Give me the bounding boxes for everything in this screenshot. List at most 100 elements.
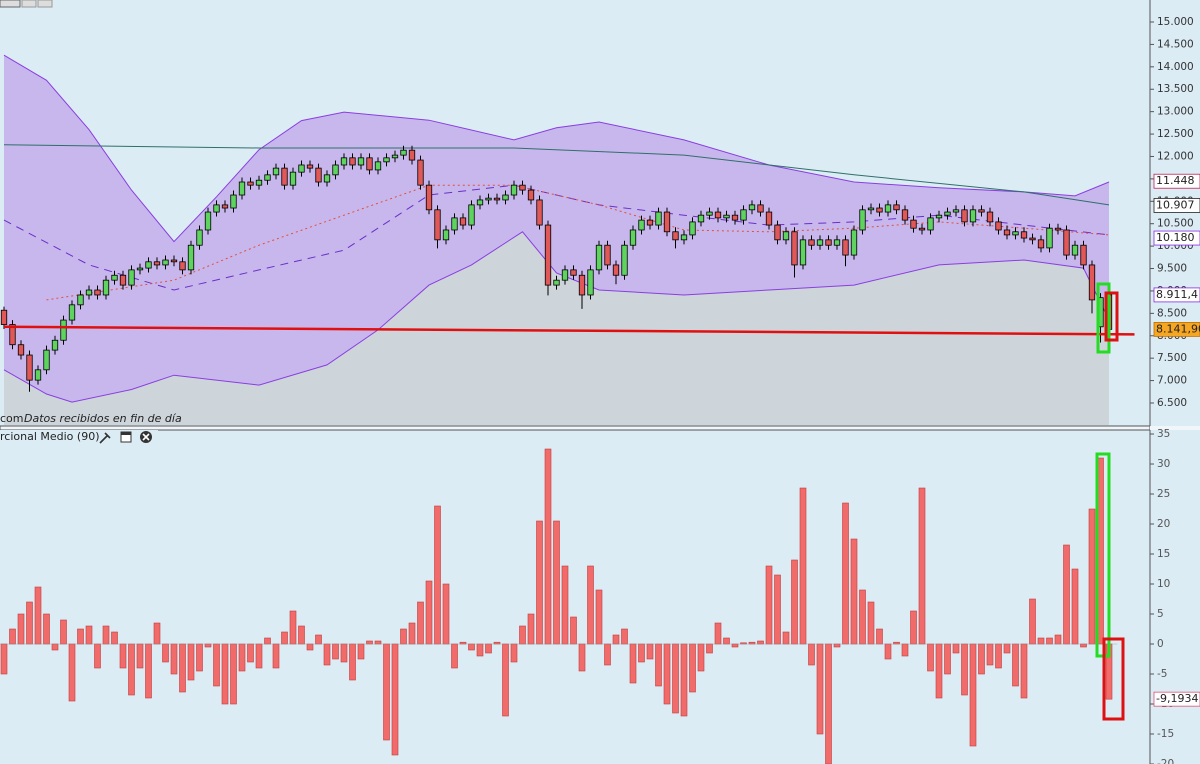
candle-body [604,244,611,266]
bar [570,616,577,645]
candle-body [119,274,127,286]
settings-icon[interactable] [99,432,111,444]
candle-body [179,261,186,271]
bar [884,643,892,660]
candle-body [1071,244,1079,256]
bar [723,637,730,645]
candle-body [162,259,169,266]
candle [255,175,263,190]
bar [561,565,569,645]
candle [119,270,127,290]
bar [978,643,985,675]
bar [408,622,416,645]
bar [196,643,203,672]
candle [417,155,424,190]
candle-body [26,354,33,381]
candle [561,265,569,285]
candle [136,263,144,275]
candle [544,220,552,296]
bar [774,574,781,645]
candle-body [748,204,756,211]
bar [417,601,424,645]
candle [77,290,84,310]
candle [340,153,348,170]
bar [425,580,433,645]
candle [281,163,288,190]
candle [808,235,815,250]
candle [612,260,620,285]
tool-button[interactable] [37,0,53,8]
candle [986,207,994,227]
bar [799,487,807,645]
candle-body [323,174,331,183]
candle-body [680,234,688,241]
bar [145,643,152,699]
bar [757,640,764,645]
bar [434,505,441,645]
candle-body [357,157,365,166]
candle-body [408,149,416,161]
candle-body [476,199,484,206]
bar [850,538,858,645]
tool-button[interactable] [0,0,21,8]
candle-body [697,214,705,223]
bar [1088,508,1096,645]
bar [1020,643,1028,699]
candle-body [272,167,280,176]
candle-body [187,244,195,271]
bar [85,625,93,645]
bar [94,643,101,669]
candle [850,225,858,260]
bar [544,448,552,645]
price-marker [1153,230,1200,246]
candle-body [374,161,382,171]
band-fill [4,55,1109,403]
candle [366,153,373,175]
candle-body [536,199,543,226]
candle [332,160,339,180]
candle [153,257,161,270]
candle [680,230,688,245]
candle-body [621,244,628,276]
candle-body [561,269,569,281]
bar [0,643,8,675]
bar [808,643,815,666]
bar [77,628,84,645]
candle [60,315,67,345]
candle-body [1037,239,1045,249]
candle [944,207,951,220]
bar [697,643,705,672]
bar [663,643,671,705]
candle-body [757,204,764,213]
bar [1029,598,1036,645]
price-marker-label: 11.448 [1156,174,1195,187]
candle-body [927,217,934,231]
bar [510,643,518,663]
lower-fill [4,231,1109,425]
candle [519,180,526,195]
bar [111,631,118,645]
bar [714,622,722,645]
candle [94,285,101,300]
bar [1003,643,1011,654]
bar [442,583,450,645]
bar [264,637,271,645]
candle-body [238,181,246,196]
candle [646,215,654,230]
candle-body [961,209,968,223]
candle [68,300,76,325]
candle [502,190,509,205]
bar [995,643,1002,669]
candle-body [723,214,730,219]
candle-body [544,224,552,286]
candle-body [901,209,909,221]
candle-body [884,204,892,213]
candle-body [502,194,509,201]
tool-button[interactable] [21,0,37,8]
y-tick-label: 6.500 [1157,397,1187,409]
y-tick-label: 15.000 [1157,16,1194,28]
bar [825,643,832,764]
bar [187,643,195,681]
candle [204,207,212,235]
